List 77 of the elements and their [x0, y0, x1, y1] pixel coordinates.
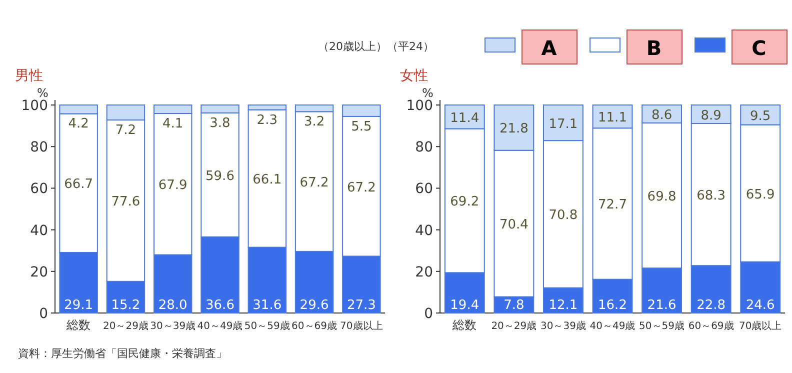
- data-label: 66.1: [252, 172, 282, 188]
- x-tick-label: 30～39歳: [150, 320, 196, 332]
- data-label: 11.1: [598, 110, 627, 126]
- data-label: 69.8: [647, 189, 676, 204]
- data-label: 72.7: [598, 198, 627, 213]
- data-label: 70.4: [499, 218, 528, 233]
- data-label: 8.6: [651, 108, 672, 123]
- x-tick-label: 50～59歳: [244, 320, 290, 332]
- data-label: 16.2: [598, 298, 627, 313]
- data-label: 5.5: [351, 119, 372, 134]
- x-tick-label: 70歳以上: [340, 320, 383, 332]
- data-label: 7.2: [115, 122, 136, 138]
- x-tick-label: 60～69歳: [688, 320, 734, 332]
- data-label: 28.0: [158, 298, 188, 313]
- y-tick-label: 60: [415, 181, 433, 198]
- y-tick-label: 0: [424, 306, 433, 322]
- x-tick-label: 30～39歳: [540, 320, 586, 332]
- data-label: 65.9: [746, 187, 775, 202]
- data-label: 67.2: [300, 176, 329, 191]
- y-axis-title: %: [37, 86, 48, 100]
- y-axis-title: %: [422, 86, 434, 100]
- data-label: 17.1: [548, 116, 578, 132]
- data-label: 3.8: [210, 116, 230, 131]
- chart-title: 男性: [15, 68, 43, 84]
- data-label: 9.5: [750, 108, 771, 124]
- y-tick-label: 80: [415, 140, 433, 156]
- data-label: 31.6: [252, 298, 282, 313]
- chart-title: 女性: [400, 68, 428, 84]
- y-tick-label: 40: [415, 222, 433, 239]
- x-tick-label: 50～59歳: [639, 320, 685, 332]
- data-label: 4.2: [68, 116, 89, 132]
- data-label: 24.6: [746, 298, 775, 313]
- data-label: 3.2: [304, 114, 325, 130]
- data-label: 7.8: [504, 298, 524, 313]
- x-tick-label: 総数: [66, 318, 91, 332]
- chart-subtitle: （20歳以上）（平24）: [318, 40, 434, 53]
- x-tick-label: 総数: [452, 318, 477, 332]
- data-label: 12.1: [548, 298, 578, 313]
- y-tick-label: 60: [30, 181, 48, 198]
- y-tick-label: 100: [21, 98, 48, 114]
- y-tick-label: 20: [415, 264, 433, 280]
- data-label: 77.6: [111, 194, 140, 210]
- data-label: 29.1: [64, 298, 94, 313]
- x-tick-label: 40～49歳: [197, 320, 243, 332]
- data-label: 36.6: [206, 298, 234, 313]
- y-tick-label: 80: [30, 140, 48, 156]
- y-tick-label: 40: [30, 222, 48, 239]
- data-label: 68.3: [696, 188, 726, 204]
- data-label: 11.4: [450, 110, 480, 126]
- data-label: 4.1: [162, 116, 184, 132]
- y-tick-label: 0: [39, 306, 48, 322]
- data-label: 21.6: [647, 298, 676, 313]
- x-tick-label: 40～49歳: [590, 320, 636, 332]
- data-label: 69.2: [450, 194, 480, 210]
- data-label: 8.9: [700, 108, 722, 124]
- data-label: 67.9: [158, 178, 188, 194]
- data-label: 27.3: [346, 298, 376, 313]
- x-tick-label: 60～69歳: [292, 320, 338, 332]
- y-tick-label: 20: [30, 264, 48, 280]
- data-label: 2.3: [256, 112, 278, 128]
- data-label: 66.7: [64, 177, 94, 192]
- legend-label: B: [646, 36, 662, 60]
- data-label: 59.6: [206, 168, 234, 184]
- data-label: 19.4: [450, 298, 480, 313]
- text: 資料：厚生労働省「国民健康・栄養調査」: [18, 347, 227, 360]
- legend-label: A: [541, 36, 558, 60]
- data-label: 29.6: [300, 298, 329, 313]
- data-label: 70.8: [548, 208, 578, 224]
- legend-label: C: [752, 36, 766, 60]
- data-label: 21.8: [499, 122, 528, 137]
- x-tick-label: 20～29歳: [102, 320, 148, 332]
- y-tick-label: 100: [406, 98, 433, 114]
- data-label: 15.2: [111, 298, 140, 313]
- data-label: 22.8: [696, 298, 726, 313]
- x-tick-label: 20～29歳: [491, 320, 537, 332]
- data-label: 67.2: [346, 180, 376, 196]
- x-tick-label: 70歳以上: [738, 320, 782, 332]
